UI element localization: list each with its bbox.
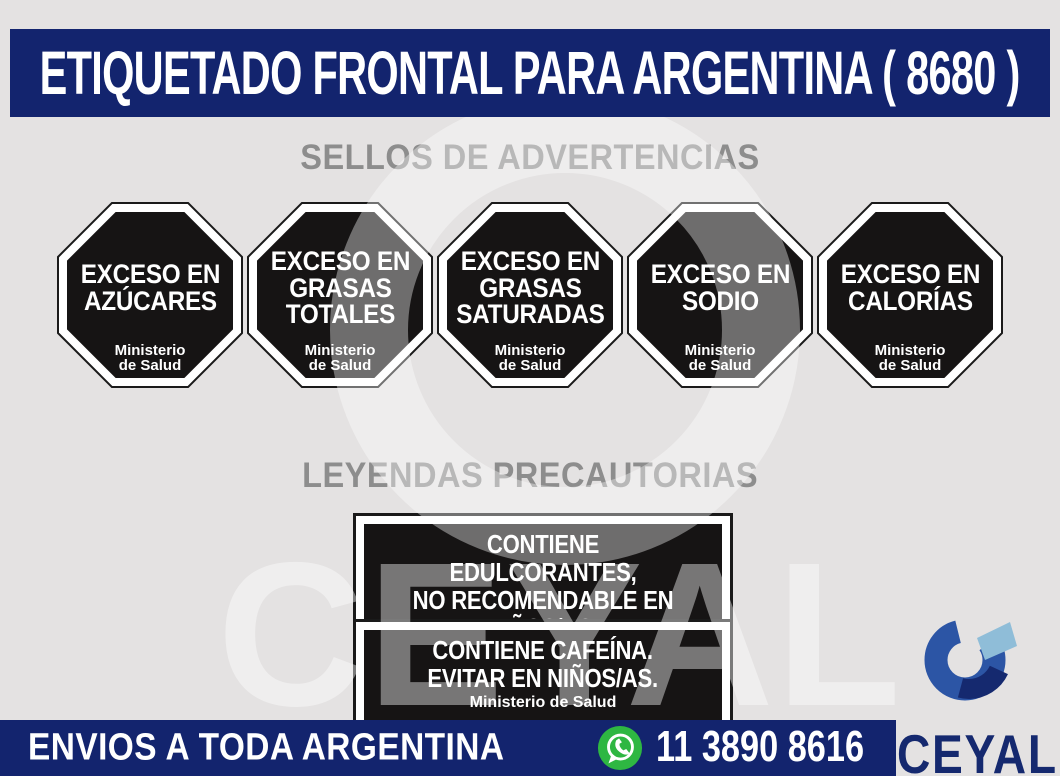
warning-seals-row: EXCESO EN AZÚCARES Ministerio de Salud E… — [0, 202, 1060, 388]
octagon-face — [827, 212, 993, 378]
legend-ministry: Ministerio de Salud — [469, 694, 617, 712]
phone-number: 11 3890 8616 — [656, 722, 865, 771]
octagon-face — [637, 212, 803, 378]
seal-ministry: Ministerio de Salud — [494, 341, 566, 375]
legend-inner: CONTIENE CAFEÍNA. EVITAR EN NIÑOS/AS. Mi… — [364, 630, 722, 721]
legends-section-heading: LEYENDAS PRECAUTORIAS — [0, 456, 1060, 496]
seal-label: EXCESO EN CALORÍAS — [840, 259, 980, 316]
seal-ministry: Ministerio de Salud — [114, 341, 186, 375]
warning-seal-calorias: EXCESO EN CALORÍAS Ministerio de Salud — [817, 202, 1003, 388]
warning-seal-azucares: EXCESO EN AZÚCARES Ministerio de Salud — [57, 202, 243, 388]
seals-section-heading: SELLOS DE ADVERTENCIAS — [0, 138, 1060, 178]
header-banner: ETIQUETADO FRONTAL PARA ARGENTINA ( 8680… — [10, 29, 1050, 117]
legends-heading-label: LEYENDAS PRECAUTORIAS — [302, 456, 758, 495]
page-title: ETIQUETADO FRONTAL PARA ARGENTINA ( 8680… — [39, 39, 1021, 107]
warning-seal-sodio: EXCESO EN SODIO Ministerio de Salud — [627, 202, 813, 388]
octagon-face — [67, 212, 233, 378]
shipping-text: ENVIOS A TODA ARGENTINA — [28, 726, 505, 769]
seal-label: EXCESO EN SODIO — [650, 259, 790, 316]
warning-seal-grasas-saturadas: EXCESO EN GRASAS SATURADAS Ministerio de… — [437, 202, 623, 388]
octagon-face — [447, 212, 613, 378]
whatsapp-icon — [597, 725, 643, 771]
seal-label: EXCESO EN GRASAS SATURADAS — [455, 245, 605, 330]
footer-bar: ENVIOS A TODA ARGENTINA 11 3890 8616 — [0, 720, 896, 776]
seal-ministry: Ministerio de Salud — [684, 341, 756, 375]
seals-heading-label: SELLOS DE ADVERTENCIAS — [300, 138, 760, 177]
octagon-face — [257, 212, 423, 378]
legend-text: CONTIENE CAFEÍNA. EVITAR EN NIÑOS/AS. — [427, 635, 659, 694]
seal-label: EXCESO EN AZÚCARES — [80, 259, 220, 316]
seal-label: EXCESO EN GRASAS TOTALES — [270, 245, 410, 330]
ceyal-c-logo-icon — [915, 608, 1025, 718]
seal-ministry: Ministerio de Salud — [874, 341, 946, 375]
legend-box-cafeina: CONTIENE CAFEÍNA. EVITAR EN NIÑOS/AS. Mi… — [353, 619, 733, 732]
seal-ministry: Ministerio de Salud — [304, 341, 376, 375]
warning-seal-grasas-totales: EXCESO EN GRASAS TOTALES Ministerio de S… — [247, 202, 433, 388]
brand-wordmark: CEYAL — [897, 723, 1058, 776]
